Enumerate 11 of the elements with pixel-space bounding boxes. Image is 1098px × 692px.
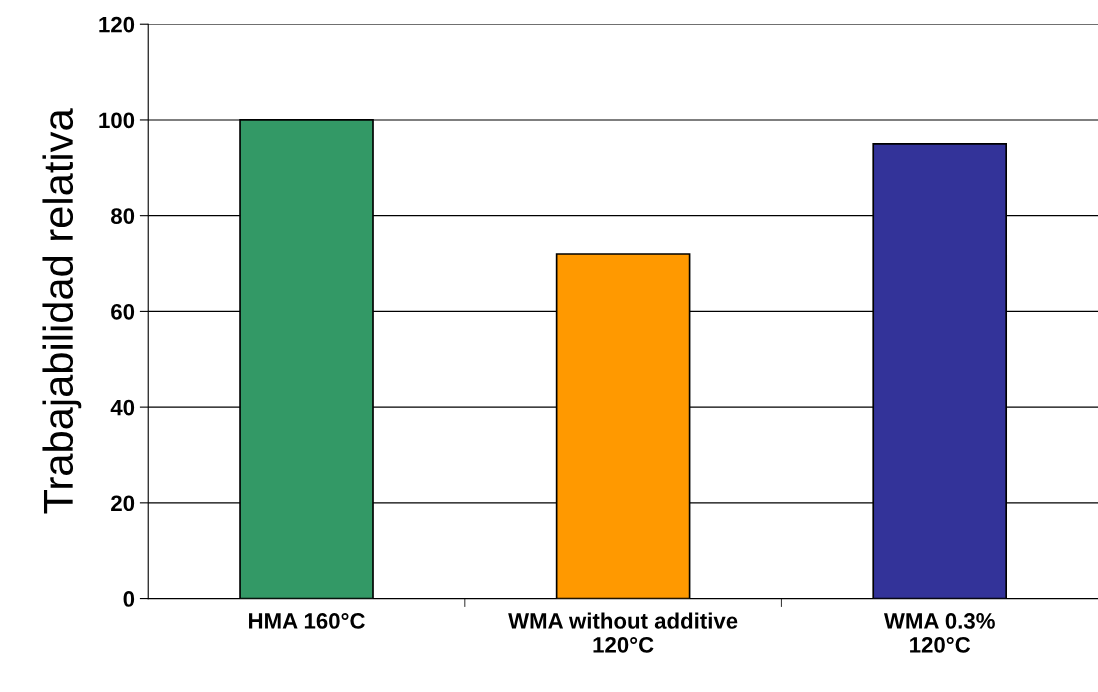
y-tick-label: 100 bbox=[99, 112, 135, 129]
y-tick-label: 0 bbox=[123, 591, 135, 607]
y-tick-label: 40 bbox=[110, 399, 135, 416]
y-tick-label: 60 bbox=[111, 303, 135, 320]
y-tick-label: 120 bbox=[99, 16, 135, 33]
x-tick-label: WMA without additive 120°C bbox=[508, 612, 738, 653]
x-tick-label: WMA 0.3% 120°C bbox=[883, 613, 995, 653]
y-tick-label: 20 bbox=[111, 495, 135, 512]
y-tick-label: 80 bbox=[111, 208, 135, 224]
y-axis-title: Trabajabilidad relativa bbox=[42, 108, 82, 514]
x-tick-label: HMA 160°C bbox=[249, 613, 365, 629]
